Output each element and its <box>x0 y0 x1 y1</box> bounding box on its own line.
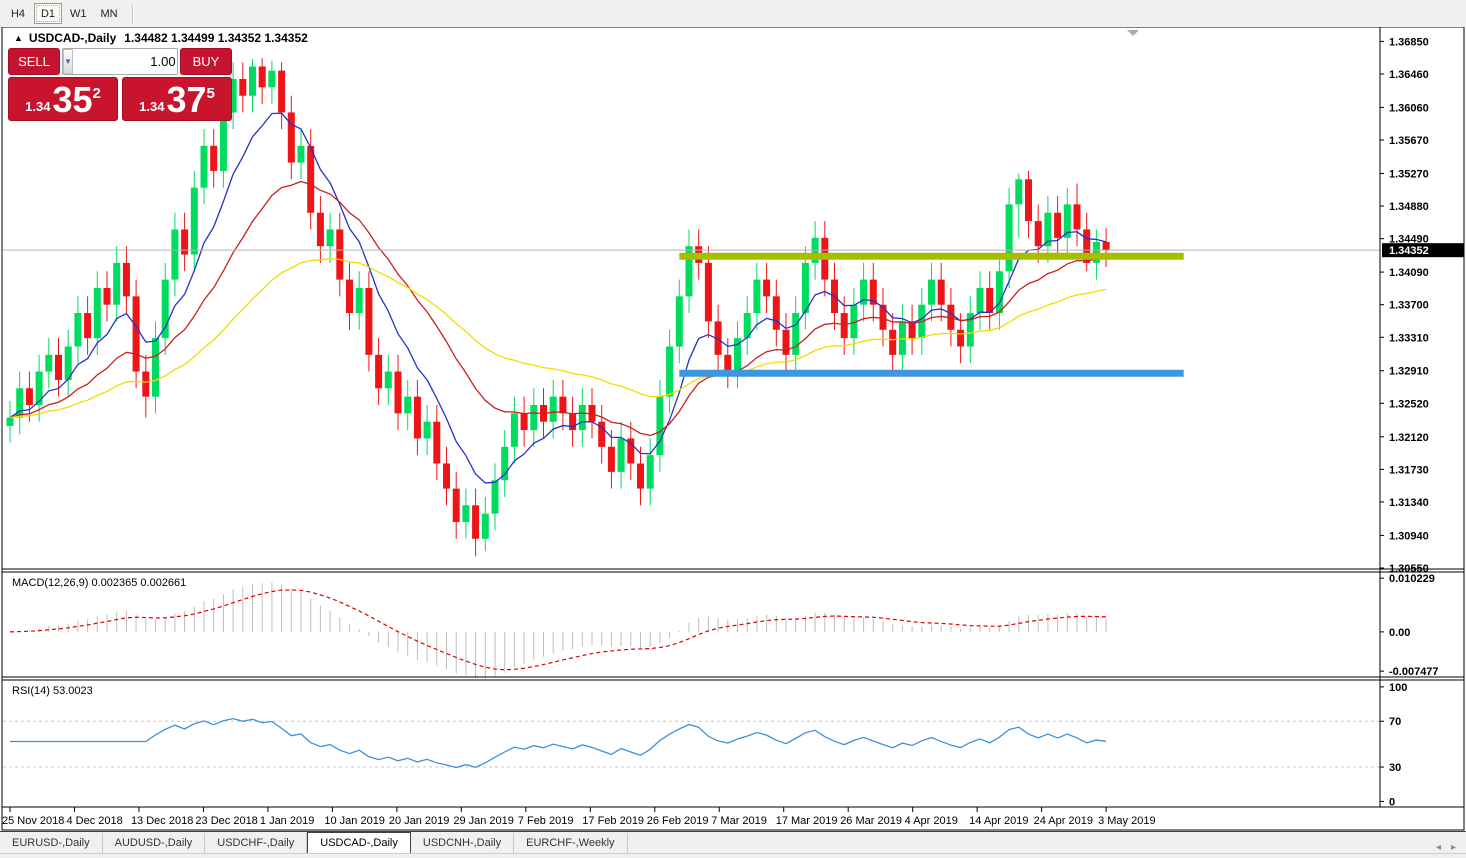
chart-collapse-icon[interactable]: ▲ <box>14 33 23 43</box>
svg-text:1.30550: 1.30550 <box>1389 563 1429 575</box>
svg-text:20 Jan 2019: 20 Jan 2019 <box>389 815 450 827</box>
svg-text:1 Jan 2019: 1 Jan 2019 <box>260 815 314 827</box>
svg-text:-0.007477: -0.007477 <box>1389 666 1439 678</box>
svg-text:1.36850: 1.36850 <box>1389 36 1429 48</box>
svg-text:4 Apr 2019: 4 Apr 2019 <box>905 815 958 827</box>
buy-price-pips: 37 <box>166 79 207 120</box>
tab-eurusd[interactable]: EURUSD-,Daily <box>0 833 103 853</box>
svg-text:1.31340: 1.31340 <box>1389 497 1429 509</box>
tab-usdcnh[interactable]: USDCNH-,Daily <box>411 833 515 853</box>
svg-text:1.33700: 1.33700 <box>1389 300 1429 312</box>
timeframe-button-d1[interactable]: D1 <box>34 3 62 24</box>
svg-text:17 Feb 2019: 17 Feb 2019 <box>582 815 644 827</box>
toolbar-separator <box>131 3 134 24</box>
svg-text:100: 100 <box>1389 682 1407 694</box>
svg-text:7 Mar 2019: 7 Mar 2019 <box>711 815 767 827</box>
volume-input[interactable] <box>72 49 177 74</box>
sell-price-pips: 35 <box>52 79 93 120</box>
svg-text:1.34352: 1.34352 <box>1389 245 1429 257</box>
status-bar <box>0 853 1466 858</box>
one-click-trade-panel: SELL ▼ ▲ BUY 1.34 35 2 1.34 37 5 <box>8 48 232 121</box>
tab-scroll-right-icon[interactable]: ▸ <box>1450 842 1456 853</box>
svg-text:70: 70 <box>1389 716 1401 728</box>
svg-text:1.35270: 1.35270 <box>1389 168 1429 180</box>
svg-text:1.30940: 1.30940 <box>1389 530 1429 542</box>
svg-text:MACD(12,26,9) 0.002365 0.00266: MACD(12,26,9) 0.002365 0.002661 <box>12 577 186 589</box>
buy-price-panel[interactable]: 1.34 37 5 <box>122 77 232 121</box>
svg-text:RSI(14) 53.0023: RSI(14) 53.0023 <box>12 685 93 697</box>
svg-text:1.35670: 1.35670 <box>1389 135 1429 147</box>
svg-text:1.34880: 1.34880 <box>1389 201 1429 213</box>
timeframe-toolbar: H4 D1 W1 MN <box>0 0 1466 27</box>
tab-scroll-left-icon[interactable]: ◂ <box>1435 842 1441 853</box>
chart-ohlc-values: 1.34482 1.34499 1.34352 1.34352 <box>124 31 308 45</box>
svg-text:29 Jan 2019: 29 Jan 2019 <box>453 815 514 827</box>
svg-text:10 Jan 2019: 10 Jan 2019 <box>324 815 385 827</box>
svg-text:14 Apr 2019: 14 Apr 2019 <box>969 815 1028 827</box>
tab-scroll-arrows: ◂ ▸ <box>1436 842 1466 853</box>
chart-tab-bar: EURUSD-,Daily AUDUSD-,Daily USDCHF-,Daily U… <box>0 831 1466 854</box>
svg-text:1.32120: 1.32120 <box>1389 432 1429 444</box>
chart-symbol-label: USDCAD-,Daily <box>28 31 117 45</box>
svg-text:1.34090: 1.34090 <box>1389 267 1429 279</box>
timeframe-button-h4[interactable]: H4 <box>10 7 26 20</box>
volume-decrease-icon[interactable]: ▼ <box>63 49 73 74</box>
svg-text:1.32910: 1.32910 <box>1389 366 1429 378</box>
svg-text:23 Dec 2018: 23 Dec 2018 <box>195 815 257 827</box>
svg-text:3 May 2019: 3 May 2019 <box>1098 815 1155 827</box>
volume-stepper: ▼ ▲ <box>62 48 178 75</box>
svg-text:4 Dec 2018: 4 Dec 2018 <box>66 815 122 827</box>
svg-text:0.010229: 0.010229 <box>1389 573 1435 585</box>
svg-text:26 Feb 2019: 26 Feb 2019 <box>647 815 709 827</box>
tab-usdcad[interactable]: USDCAD-,Daily <box>307 832 411 854</box>
svg-text:30: 30 <box>1389 762 1401 774</box>
buy-price-figure: 1.34 <box>139 99 165 114</box>
sell-button[interactable]: SELL <box>8 48 60 75</box>
tab-usdchf[interactable]: USDCHF-,Daily <box>205 833 308 853</box>
svg-text:7 Feb 2019: 7 Feb 2019 <box>518 815 574 827</box>
timeframe-button-mn[interactable]: MN <box>100 7 118 20</box>
chart-title: ▲ USDCAD-,Daily 1.34482 1.34499 1.34352 1.… <box>14 31 308 45</box>
svg-text:13 Dec 2018: 13 Dec 2018 <box>131 815 193 827</box>
svg-text:0.00: 0.00 <box>1389 627 1410 639</box>
svg-text:25 Nov 2018: 25 Nov 2018 <box>2 815 64 827</box>
tab-eurchf[interactable]: EURCHF-,Weekly <box>514 833 628 853</box>
tab-audusd[interactable]: AUDUSD-,Daily <box>103 833 206 853</box>
sell-price-point: 2 <box>92 85 101 102</box>
timeframe-button-w1[interactable]: W1 <box>70 7 87 20</box>
svg-text:17 Mar 2019: 17 Mar 2019 <box>776 815 838 827</box>
svg-text:24 Apr 2019: 24 Apr 2019 <box>1034 815 1093 827</box>
sell-price-figure: 1.34 <box>25 99 51 114</box>
svg-text:1.34490: 1.34490 <box>1389 234 1429 246</box>
buy-price-point: 5 <box>206 85 215 102</box>
svg-text:1.36060: 1.36060 <box>1389 102 1429 114</box>
sell-price-panel[interactable]: 1.34 35 2 <box>8 77 118 121</box>
svg-text:1.33310: 1.33310 <box>1389 332 1429 344</box>
svg-text:1.36460: 1.36460 <box>1389 69 1429 81</box>
buy-button[interactable]: BUY <box>180 48 232 75</box>
svg-text:26 Mar 2019: 26 Mar 2019 <box>840 815 902 827</box>
svg-text:1.31730: 1.31730 <box>1389 464 1429 476</box>
svg-text:0: 0 <box>1389 796 1395 808</box>
svg-text:1.32520: 1.32520 <box>1389 398 1429 410</box>
